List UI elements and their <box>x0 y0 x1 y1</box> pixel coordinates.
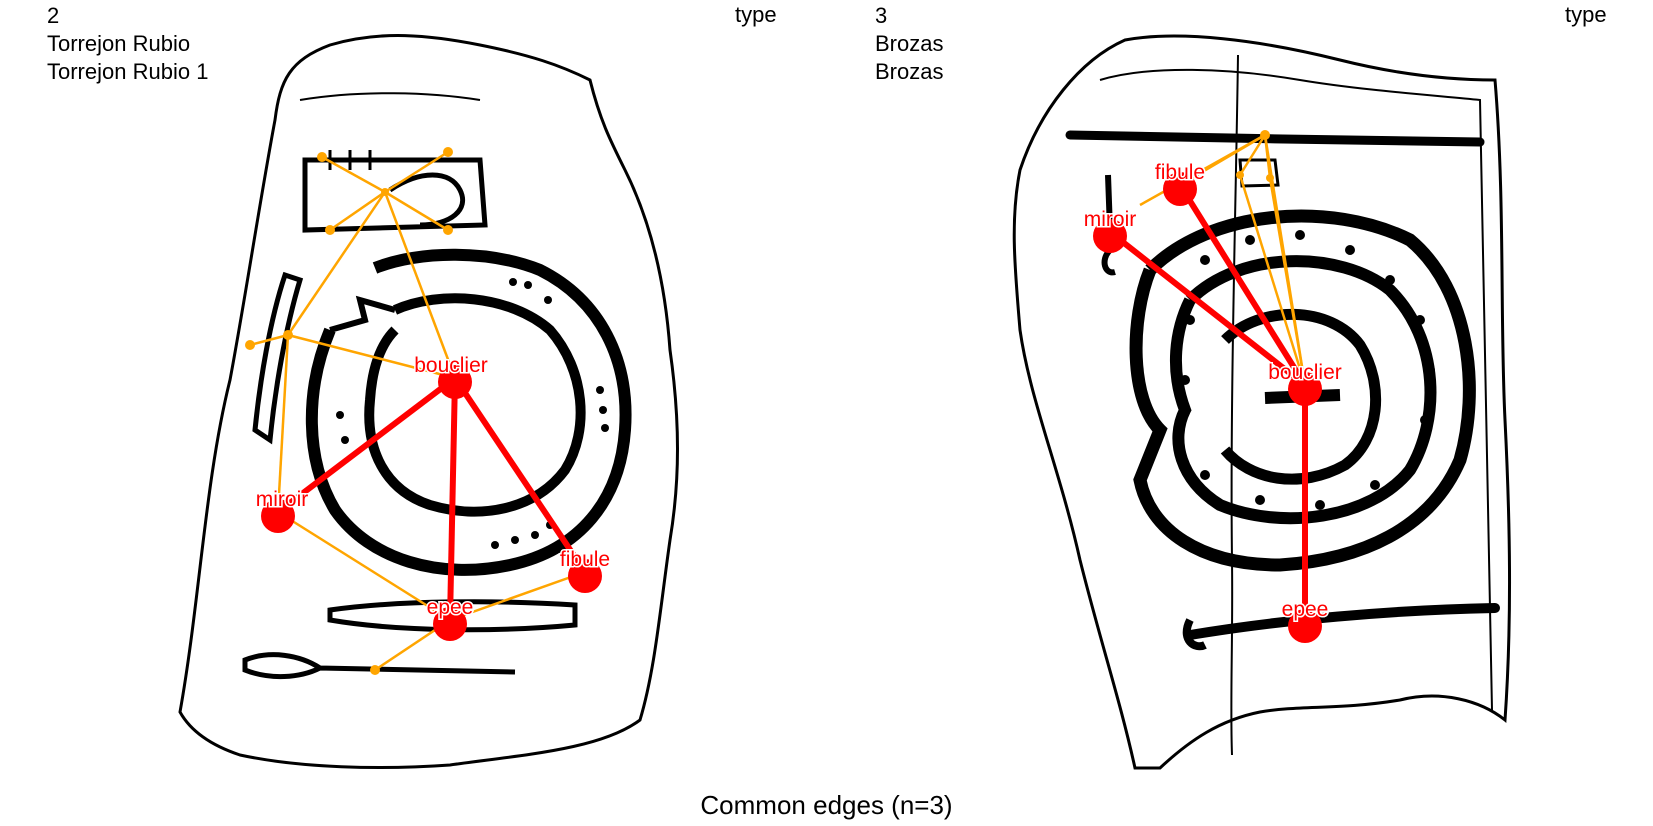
left-stele-id-block: 2 Torrejon Rubio Torrejon Rubio 1 <box>47 2 208 86</box>
left-node-miroir <box>261 499 295 533</box>
right-stele-inner-outline <box>1099 68 1493 711</box>
right-edge-bouclier-miroir <box>1108 229 1307 388</box>
left-stele-outline <box>178 34 679 770</box>
left-edge-bouclier-epee <box>447 377 458 621</box>
right-node-label-epee: epee <box>1282 598 1329 621</box>
left-other-edges <box>249 150 586 672</box>
left-edge-bouclier-fibule <box>452 376 588 574</box>
left-node-bouclier <box>438 365 472 399</box>
right-type-label: type <box>1565 2 1607 27</box>
left-sword-shape <box>327 599 578 633</box>
left-stele-inner-outline <box>299 92 481 101</box>
right-sword-hilt <box>1182 618 1207 651</box>
right-top-bar <box>1065 130 1485 147</box>
left-node-label-miroir: miroir <box>256 488 309 511</box>
right-stele-name: Brozas <box>875 59 944 84</box>
left-type-label: type <box>735 2 777 27</box>
left-shield-outer-ring <box>305 248 632 576</box>
left-stele-name: Torrejon Rubio 1 <box>47 59 209 84</box>
left-node-label-fibule: fibule <box>560 548 610 571</box>
right-node-fibule <box>1163 172 1197 206</box>
right-small-nodes <box>1236 130 1274 182</box>
left-small-nodes <box>245 147 453 675</box>
left-stele-site: Torrejon Rubio <box>47 31 191 56</box>
right-shield-outer-ring <box>1129 209 1476 572</box>
right-sword-shape <box>1185 603 1500 640</box>
right-node-miroir <box>1093 219 1127 253</box>
right-stele-site: Brozas <box>875 31 944 56</box>
right-node-label-miroir: miroir <box>1084 208 1137 231</box>
right-stele-number: 3 <box>875 3 888 28</box>
right-edge-bouclier-fibule <box>1177 183 1308 387</box>
left-edge-bouclier-miroir <box>276 375 457 515</box>
left-shield-notch <box>329 295 396 333</box>
left-stele-drawing <box>178 34 679 770</box>
right-graph-nodes: fibule miroir bouclier epee <box>1082 160 1343 643</box>
left-graph-nodes: bouclier miroir fibule epee <box>254 353 612 641</box>
right-node-label-bouclier: bouclier <box>1268 361 1342 384</box>
left-mirror-shape <box>252 271 304 445</box>
right-node-label-fibule: fibule <box>1155 161 1205 184</box>
right-common-edges <box>1108 183 1308 622</box>
right-shield-middle-ring <box>1170 255 1437 525</box>
left-node-label-bouclier: bouclier <box>414 354 488 377</box>
right-stele-outline <box>1012 34 1512 770</box>
left-stele-number: 2 <box>47 3 60 28</box>
right-node-epee <box>1288 609 1322 643</box>
left-common-edges <box>276 375 588 621</box>
right-stele-vertical-line <box>1230 54 1239 756</box>
right-shield-inner-ring <box>1220 308 1382 485</box>
right-shield-dots <box>1180 230 1435 510</box>
left-node-fibule <box>568 559 602 593</box>
right-stele-drawing <box>1012 34 1512 770</box>
common-edges-caption: Common edges (n=3) <box>700 790 953 820</box>
right-node-bouclier <box>1288 372 1322 406</box>
left-top-object <box>302 157 488 233</box>
left-node-epee <box>433 607 467 641</box>
left-spear-shape <box>242 652 516 680</box>
left-top-object-teeth <box>328 150 372 170</box>
left-node-label-epee: epee <box>427 596 474 619</box>
right-stele-id-block: 3 Brozas Brozas <box>875 2 943 86</box>
